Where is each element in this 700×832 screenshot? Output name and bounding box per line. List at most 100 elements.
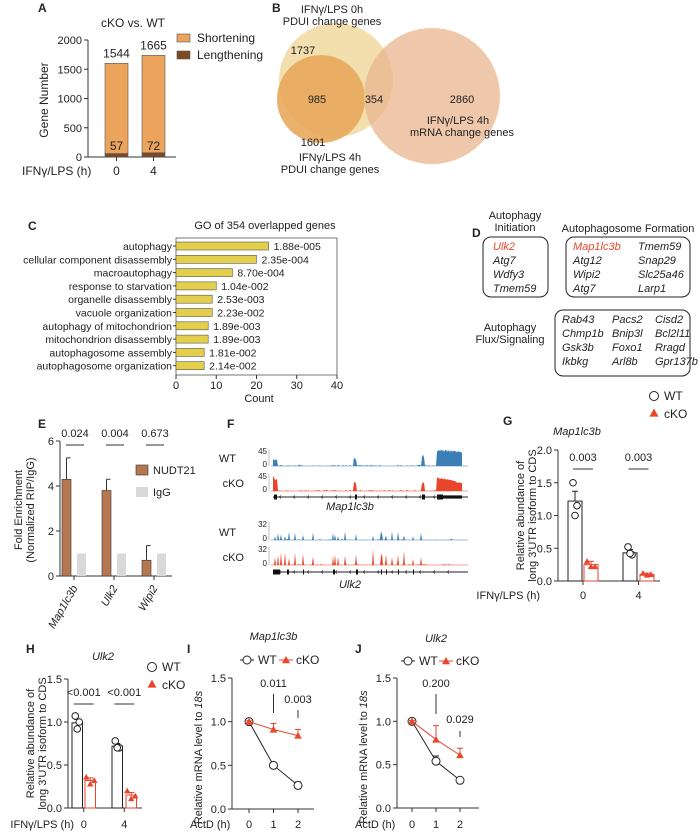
pvalue-label: <0.001 xyxy=(107,687,141,699)
legend-marker-cko xyxy=(282,656,290,664)
y-tick-label: 1.0 xyxy=(376,716,391,728)
bar xyxy=(175,281,217,291)
panel-d-autophagy-gene-groups: AutophagyInitiationUlk2Atg7Wdfy3Tmem59Au… xyxy=(475,210,698,377)
data-point-wt xyxy=(269,760,278,770)
data-point-cko xyxy=(647,571,655,578)
gene-name: Arl8b xyxy=(611,356,638,368)
panel-label: I xyxy=(187,642,190,656)
strand-arrow xyxy=(362,570,366,574)
bar-wt xyxy=(111,745,123,809)
gene-track-group: 45 0 WT 45 0 cKO Map1lc3b xyxy=(219,447,468,513)
x-tick-label: 0 xyxy=(113,164,120,178)
gene-name: Map1lc3b xyxy=(573,241,621,253)
gene-name-label: Map1lc3b xyxy=(326,501,374,513)
panel-label: F xyxy=(227,417,234,431)
venn-count: 2860 xyxy=(450,94,474,106)
exon xyxy=(287,569,289,575)
gene-name: Bcl2l11 xyxy=(655,328,690,340)
pvalue-label: 1.89e-003 xyxy=(213,321,260,333)
gene-name: Atg12 xyxy=(572,255,602,267)
x-tick-label: 0 xyxy=(173,380,179,392)
data-point-cko xyxy=(128,795,135,802)
gene-name: Ulk2 xyxy=(493,241,515,253)
exon xyxy=(413,569,414,575)
chart-title: Ulk2 xyxy=(92,651,114,663)
panel-a-bar-chart: cKO vs. WT 0 500 1000 1500 2000 Gene Number IFN… xyxy=(22,16,263,178)
data-point-wt xyxy=(73,725,82,733)
legend-marker-cko xyxy=(649,408,659,417)
legend-label: cKO xyxy=(296,653,319,667)
group-box xyxy=(565,236,691,298)
data-point-cko xyxy=(83,773,90,780)
panel-label-F: F xyxy=(227,417,234,431)
pvalue-label: 0.004 xyxy=(101,428,129,440)
bar-lengthening xyxy=(141,152,166,158)
data-point-cko xyxy=(432,735,440,743)
y-tick-label: 500 xyxy=(64,123,82,135)
pvalue-label: 0.024 xyxy=(61,428,89,440)
pvalue-label: 0.029 xyxy=(446,714,474,726)
strand-arrow xyxy=(446,570,450,574)
panel-label: C xyxy=(28,219,37,233)
x-axis-label: IFNγ/LPS (h) xyxy=(476,590,540,602)
y-tick-label: 1.5 xyxy=(537,478,552,490)
legend-label: Lengthening xyxy=(197,48,263,62)
track-scale-min: 0 xyxy=(263,460,268,469)
data-point-cko xyxy=(587,563,595,570)
gene-name: Gsk3b xyxy=(562,342,594,354)
exon xyxy=(303,569,304,575)
data-point-cko xyxy=(91,777,98,784)
data-point-cko xyxy=(124,787,131,794)
group-box xyxy=(554,309,691,377)
gene-name: Tmem59 xyxy=(638,241,681,253)
exon xyxy=(273,569,279,575)
panel-label: E xyxy=(38,417,46,431)
bar-lengthening xyxy=(104,153,129,158)
track-sample-label: cKO xyxy=(223,552,245,564)
set-label: PDUI change genes xyxy=(281,164,380,176)
data-point-cko xyxy=(639,569,647,576)
x-axis-label: ActD (h) xyxy=(190,819,230,831)
y-tick-label: 0 xyxy=(48,571,54,583)
y-tick-label: 2 xyxy=(48,526,54,538)
pvalue-label: <0.001 xyxy=(67,687,101,699)
exon xyxy=(422,494,425,500)
strand-arrow xyxy=(292,570,296,574)
data-point-wt xyxy=(113,744,122,752)
y-tick-label: 0.0 xyxy=(211,804,226,816)
data-point-wt xyxy=(455,775,465,785)
data-label-lengthening: 72 xyxy=(147,139,161,153)
x-tick-label: 2 xyxy=(457,819,463,831)
category-label: macroautophagy xyxy=(94,268,173,280)
panel-c-go-bar-chart: GO of 354 overlapped genes autophagy 1.88e… xyxy=(23,220,343,405)
data-point-cko xyxy=(408,717,416,725)
y-axis-label: long 3'UTR isoform to CDS xyxy=(37,677,49,809)
y-tick-label: 6 xyxy=(48,436,54,448)
y-tick-label: 1.0 xyxy=(211,717,226,729)
gene-name: Wdfy3 xyxy=(493,269,525,281)
y-axis-label: Gene Number xyxy=(37,62,51,137)
track-sample-label: cKO xyxy=(223,478,245,490)
y-tick-label: 0.5 xyxy=(376,760,391,772)
data-point-wt xyxy=(571,511,579,520)
gene-name: Cisd2 xyxy=(655,314,683,326)
y-tick-label: 0.0 xyxy=(537,576,552,588)
bar xyxy=(175,321,209,331)
panel-j-line-chart: 0.0 0.5 1.0 1.5 Ulk2 Relative mRNA level to 1… xyxy=(355,633,479,831)
gene-name: Tmem59 xyxy=(493,283,536,295)
group-box xyxy=(482,236,549,298)
x-axis-label: IFNγ/LPS (h) xyxy=(10,819,74,831)
x-axis-label: ActD (h) xyxy=(355,819,395,831)
data-point-wt xyxy=(71,712,80,720)
y-tick-label: 1.5 xyxy=(47,674,62,686)
legend-marker-cko xyxy=(442,657,450,665)
track-scale-min: 0 xyxy=(263,559,268,568)
legend-swatch xyxy=(176,50,191,60)
x-tick-label: 0 xyxy=(580,590,586,602)
strand-arrow xyxy=(292,495,296,499)
